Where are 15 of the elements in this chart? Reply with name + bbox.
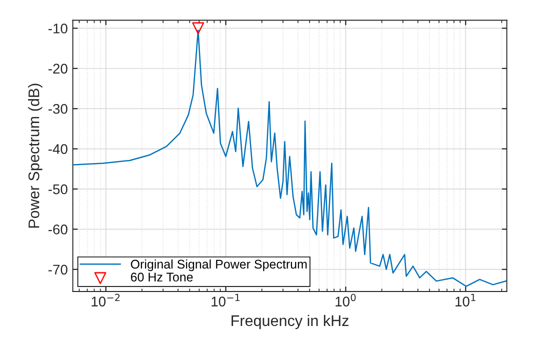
y-tick-label: -70	[48, 264, 68, 275]
x-tick-label: 10$^{−1}$	[212, 294, 240, 306]
x-axis-title: Frequency in kHz	[232, 314, 348, 330]
y-tick-label: -20	[48, 64, 68, 74]
y-tick-label: -50	[48, 184, 68, 194]
x-tick-label: 10$^{1}$	[456, 294, 476, 306]
y-tick-label: -60	[48, 224, 68, 234]
y-axis-title: Power Spectrum (dB)	[28, 84, 42, 228]
x-tick-label: 10$^{−2}$	[92, 294, 120, 306]
y-tick-label: -40	[48, 144, 68, 154]
legend-label: Original Signal Power Spectrum	[130, 259, 307, 272]
y-tick-label: -30	[48, 104, 68, 114]
y-tick-label: -10	[48, 24, 68, 34]
legend-label: 60 Hz Tone	[130, 272, 193, 282]
x-tick-label: 10$^{0}$	[336, 294, 356, 306]
